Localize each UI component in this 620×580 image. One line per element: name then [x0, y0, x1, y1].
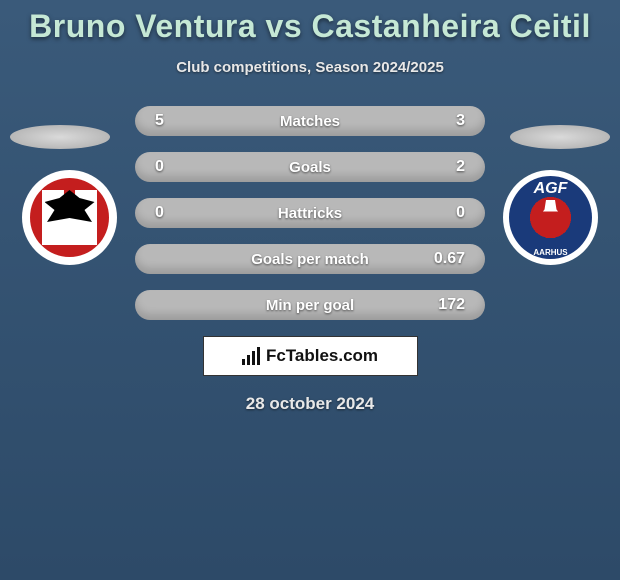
avatar-placeholder-left [10, 125, 110, 149]
page-title: Bruno Ventura vs Castanheira Ceitil [0, 8, 620, 45]
stat-label: Hattricks [278, 205, 342, 222]
stat-right: 172 [425, 296, 465, 314]
stat-left: 0 [155, 204, 195, 222]
bars-icon [242, 347, 260, 365]
stat-label: Min per goal [266, 297, 354, 314]
avatar-placeholder-right [510, 125, 610, 149]
stat-label: Matches [280, 113, 340, 130]
stat-right: 0 [425, 204, 465, 222]
stat-label: Goals [289, 159, 331, 176]
stat-row: 0 Hattricks 0 [135, 198, 485, 228]
stats-table: 5 Matches 3 0 Goals 2 0 Hattricks 0 Goal… [135, 106, 485, 320]
badge-shield: AGF AARHUS [503, 170, 598, 265]
badge-text-top: AGF [534, 180, 568, 198]
source-logo: FcTables.com [203, 336, 418, 376]
stat-row: 0 Goals 2 [135, 152, 485, 182]
stat-left: 0 [155, 158, 195, 176]
stat-row: 5 Matches 3 [135, 106, 485, 136]
stat-right: 3 [425, 112, 465, 130]
stat-right: 0.67 [425, 250, 465, 268]
stat-row: Goals per match 0.67 [135, 244, 485, 274]
comparison-card: Bruno Ventura vs Castanheira Ceitil Club… [0, 0, 620, 414]
club-badge-right: AGF AARHUS [503, 170, 598, 265]
club-badge-left [22, 170, 117, 265]
stat-right: 2 [425, 158, 465, 176]
date-label: 28 october 2024 [0, 394, 620, 414]
badge-text-bottom: AARHUS [533, 248, 567, 257]
logo-text: FcTables.com [266, 346, 378, 366]
badge-shield [22, 170, 117, 265]
stat-row: Min per goal 172 [135, 290, 485, 320]
subtitle: Club competitions, Season 2024/2025 [0, 59, 620, 76]
stat-label: Goals per match [251, 251, 369, 268]
stat-left: 5 [155, 112, 195, 130]
